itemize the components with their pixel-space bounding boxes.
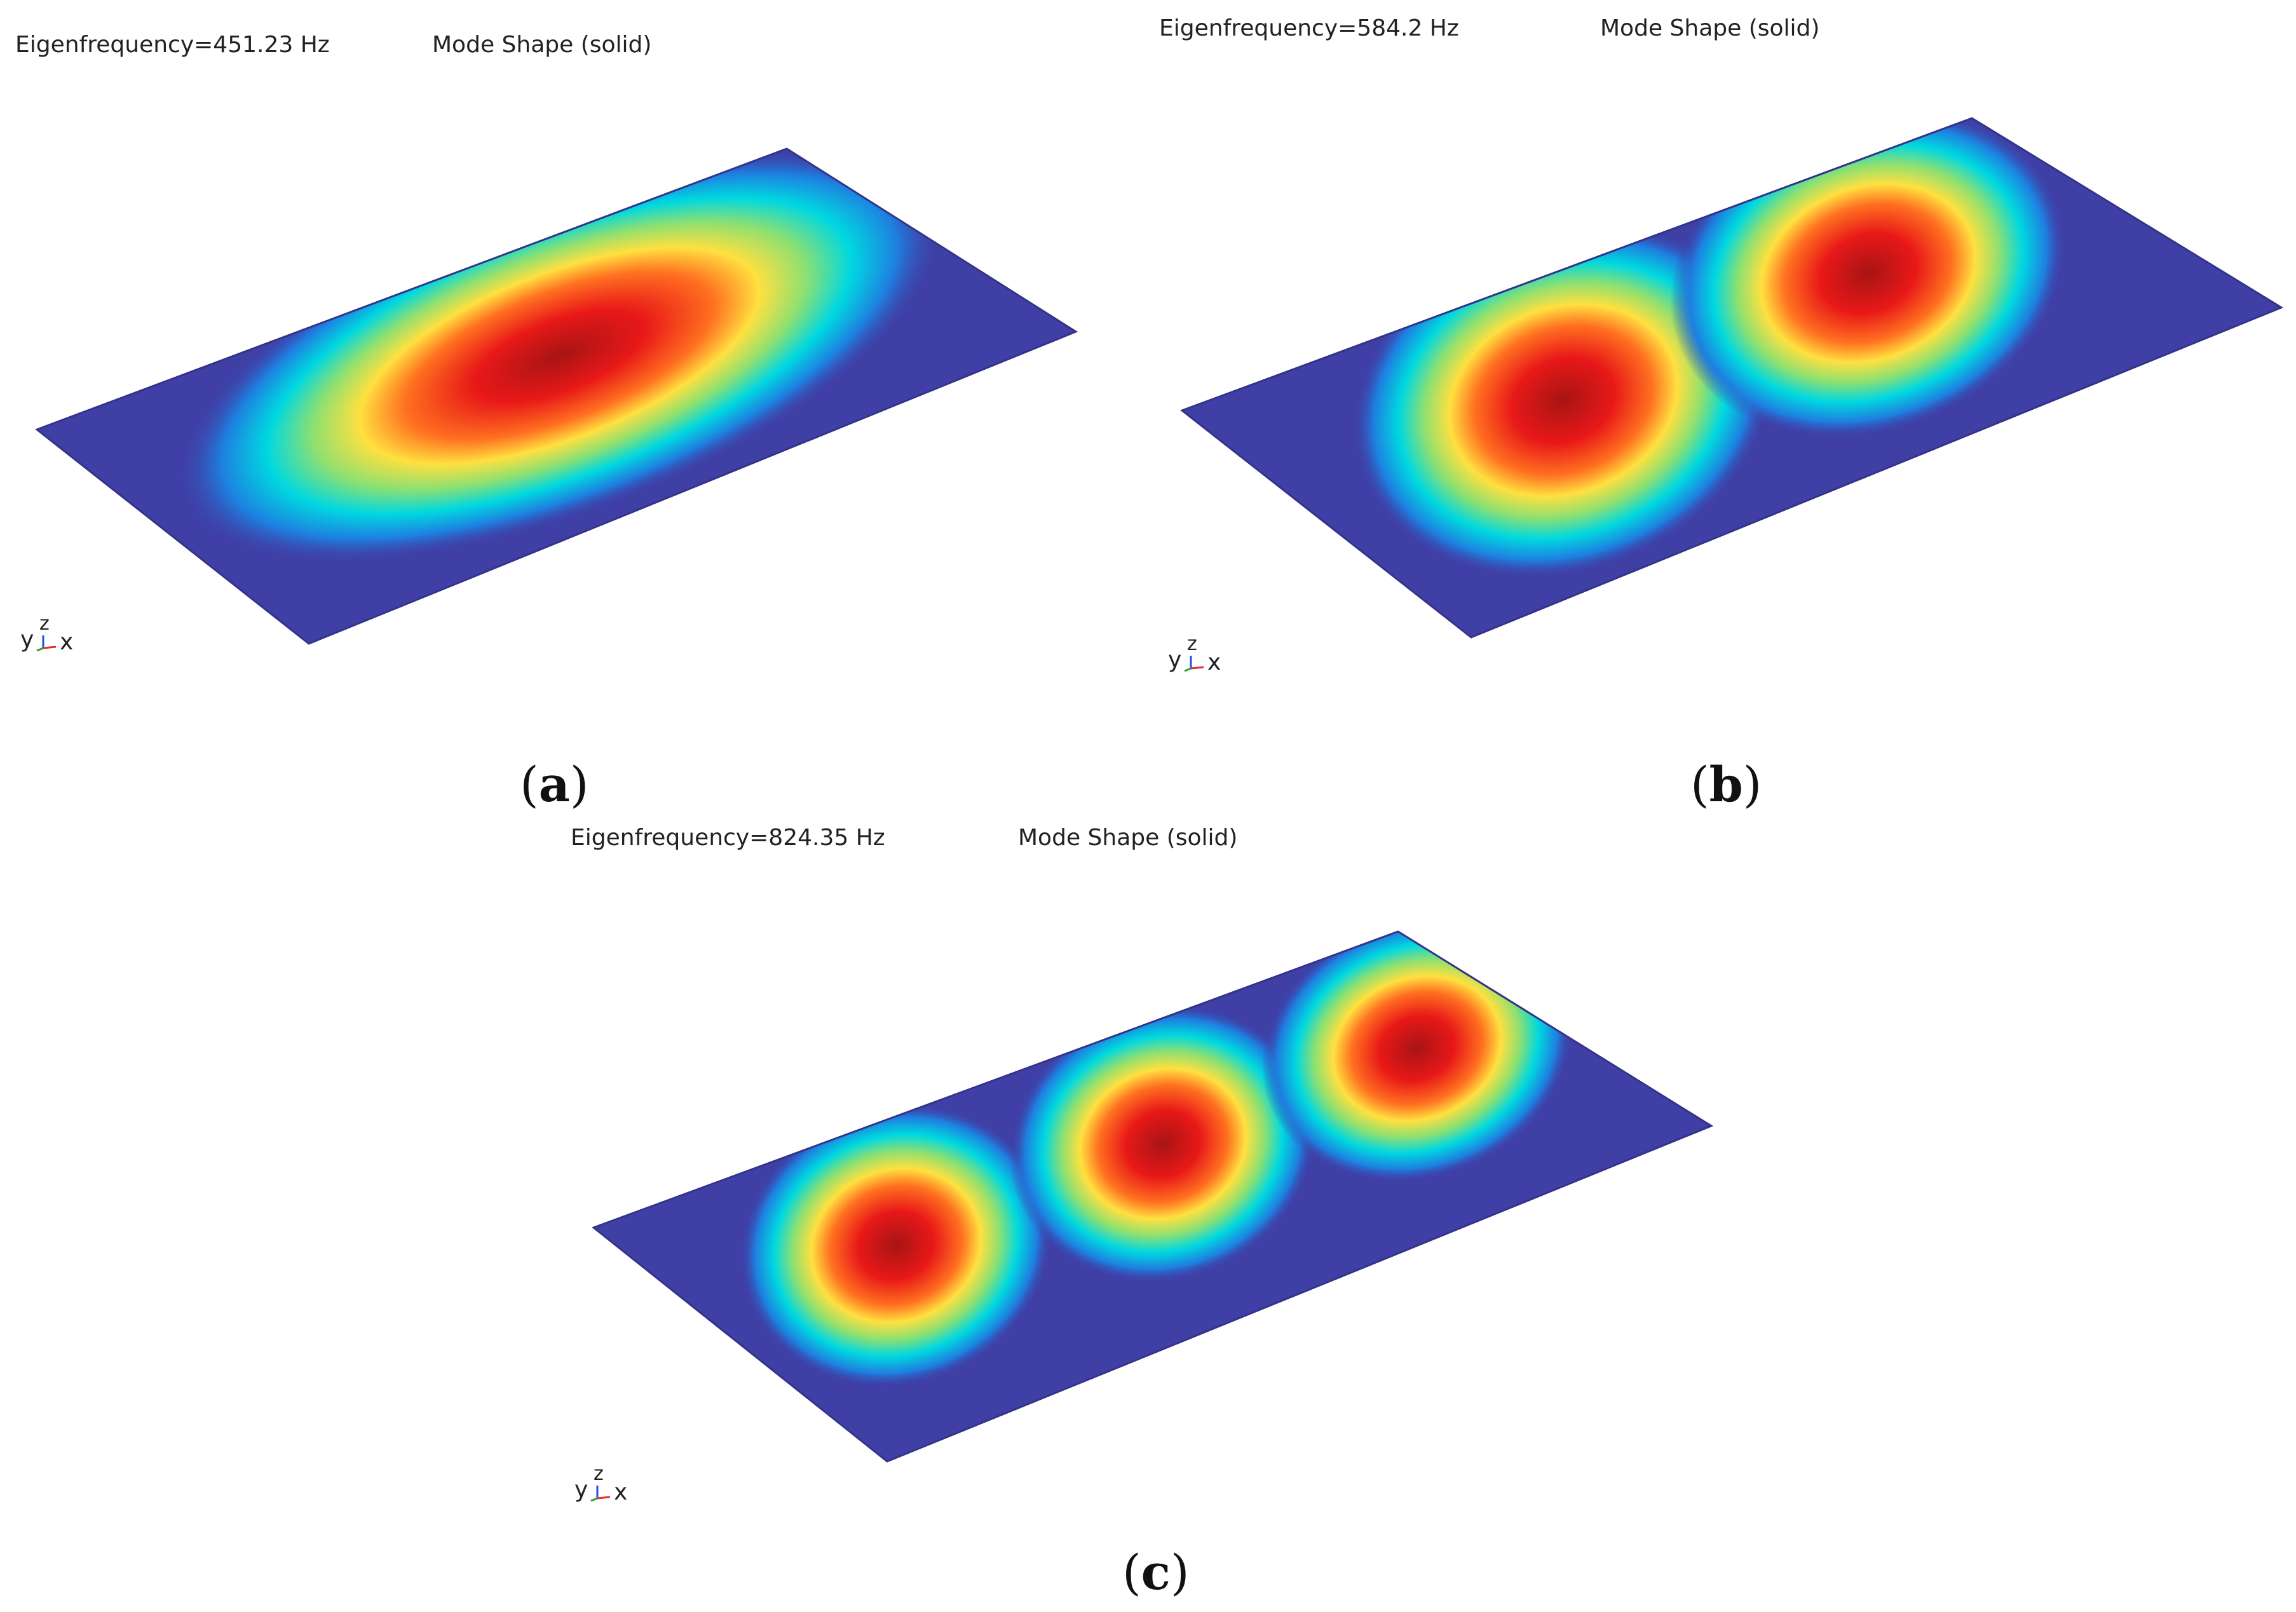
axis-triad-b: y z x <box>1168 633 1238 676</box>
antinode-1 <box>1352 222 1774 578</box>
antinode-2 <box>1009 1004 1317 1284</box>
axis-label-z: z <box>39 613 50 635</box>
antinode-1 <box>739 1102 1053 1388</box>
mode-shape-plate-a <box>34 147 1078 645</box>
caption-b: (b) <box>1690 756 1762 813</box>
axis-label-y: y <box>1168 647 1182 673</box>
caption-a: (a) <box>520 756 589 813</box>
axis-arrows-icon <box>590 1486 611 1502</box>
axis-label-x: x <box>614 1479 628 1505</box>
plot-title-b: Mode Shape (solid) <box>1600 15 1820 41</box>
eigenfrequency-label-a: Eigenfrequency=451.23 Hz <box>15 32 330 58</box>
caption-c: (c) <box>1122 1544 1190 1601</box>
axis-triad-a: y z x <box>20 613 90 656</box>
mode-shape-plate-b <box>1179 117 2284 639</box>
panel-c: Eigenfrequency=824.35 Hz Mode Shape (sol… <box>547 813 1817 1612</box>
axis-label-x: x <box>60 629 74 655</box>
axis-arrows-icon <box>36 635 57 652</box>
axis-label-y: y <box>574 1477 588 1503</box>
axis-arrows-icon <box>1184 656 1204 672</box>
panel-b: Eigenfrequency=584.2 Hz Mode Shape (soli… <box>1144 0 2296 813</box>
axis-label-y: y <box>20 627 34 653</box>
axis-label-x: x <box>1207 649 1221 675</box>
axis-label-z: z <box>1187 633 1197 655</box>
plot-title-a: Mode Shape (solid) <box>432 32 652 58</box>
axis-label-z: z <box>594 1463 604 1485</box>
mode-shape-plate-c <box>591 930 1714 1463</box>
panel-a: Eigenfrequency=451.23 Hz Mode Shape (sol… <box>0 0 1144 813</box>
axis-triad-c: y z x <box>574 1463 644 1506</box>
plot-title-c: Mode Shape (solid) <box>1018 825 1238 851</box>
eigenfrequency-label-b: Eigenfrequency=584.2 Hz <box>1159 15 1459 41</box>
eigenfrequency-label-c: Eigenfrequency=824.35 Hz <box>571 825 885 851</box>
antinode-1 <box>175 149 944 564</box>
